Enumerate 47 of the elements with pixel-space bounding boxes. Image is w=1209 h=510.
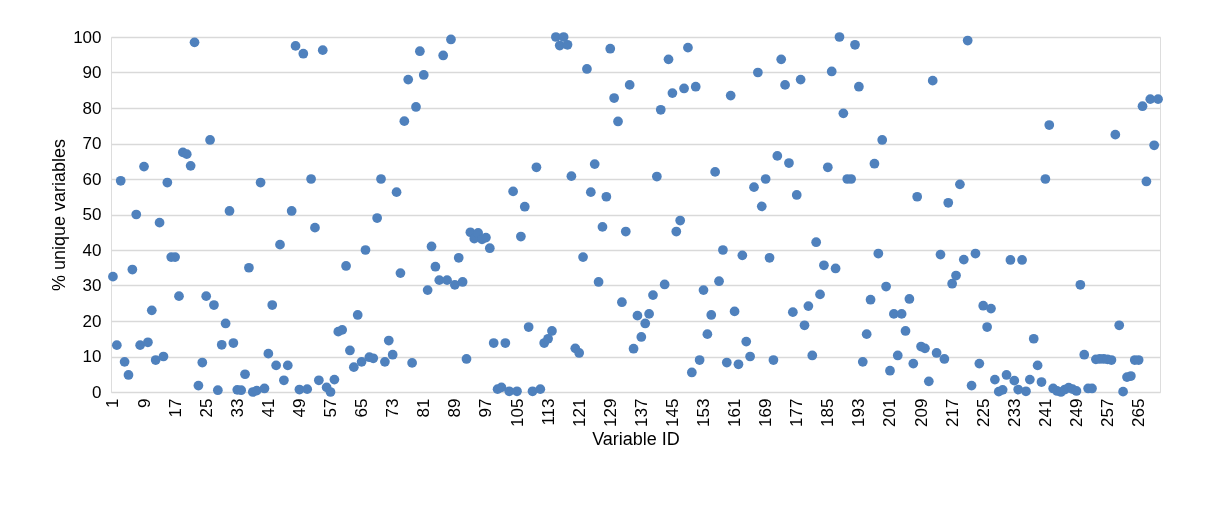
y-tick-label: 0	[92, 382, 102, 402]
x-axis-title: Variable ID	[592, 428, 680, 449]
y-tick-label: 10	[82, 347, 102, 366]
y-tick-label: 50	[82, 205, 102, 224]
x-tick-label: 49	[289, 398, 309, 418]
x-tick-label: 17	[165, 398, 185, 418]
y-tick-label: 100	[73, 27, 102, 47]
y-tick-label: 70	[82, 134, 102, 153]
x-tick-label: 169	[756, 398, 776, 427]
x-tick-label: 65	[352, 398, 372, 418]
y-tick-label: 90	[82, 63, 102, 82]
x-tick-label: 41	[258, 398, 278, 418]
x-tick-label: 105	[507, 398, 527, 427]
x-tick-label: 185	[818, 398, 838, 427]
x-tick-label: 217	[942, 398, 962, 427]
y-tick-label: 80	[82, 98, 102, 118]
x-tick-label: 81	[414, 398, 434, 418]
y-tick-label: 40	[82, 240, 102, 260]
y-tick-label: 20	[82, 311, 102, 331]
x-tick-label: 249	[1066, 398, 1086, 427]
x-tick-label: 137	[631, 398, 651, 427]
x-tick-label: 1	[103, 398, 123, 408]
x-tick-label: 233	[1004, 398, 1024, 427]
x-tick-label: 241	[1035, 398, 1055, 427]
x-tick-label: 25	[196, 398, 216, 418]
x-tick-label: 153	[693, 398, 713, 427]
x-tick-label: 265	[1129, 398, 1149, 427]
x-tick-label: 225	[973, 398, 993, 427]
x-tick-label: 177	[787, 398, 807, 427]
x-tick-label: 193	[849, 398, 869, 427]
x-tick-label: 209	[911, 398, 931, 427]
x-tick-label: 129	[600, 398, 620, 427]
x-tick-label: 73	[383, 398, 403, 418]
x-tick-label: 113	[538, 398, 558, 426]
x-tick-label: 33	[227, 398, 247, 418]
x-tick-label: 89	[445, 398, 465, 418]
x-tick-label: 201	[880, 398, 900, 427]
x-tick-label: 145	[662, 398, 682, 427]
x-tick-label: 257	[1098, 398, 1118, 427]
x-tick-label: 97	[476, 398, 496, 418]
y-axis-title: % unique variables	[49, 138, 70, 292]
y-tick-label: 60	[82, 169, 102, 189]
x-tick-label: 161	[725, 398, 745, 427]
x-tick-label: 9	[134, 398, 154, 408]
x-tick-label: 57	[321, 398, 341, 418]
x-tick-label: 121	[569, 398, 589, 427]
y-tick-label: 30	[82, 276, 102, 295]
